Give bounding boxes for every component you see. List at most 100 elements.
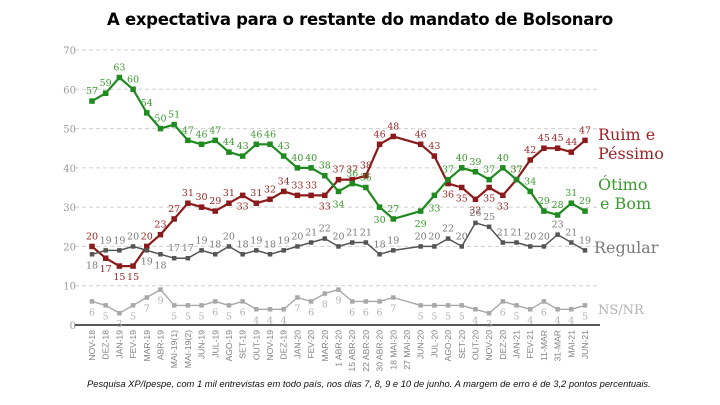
x-tick-label: 15 ABR-20 xyxy=(347,330,357,372)
data-point xyxy=(199,248,204,253)
data-point xyxy=(349,240,355,245)
x-tick-label: MAI-21 xyxy=(566,330,576,358)
data-label: 40 xyxy=(456,153,468,164)
data-label: 32 xyxy=(264,184,276,195)
data-label: 34 xyxy=(332,199,344,210)
data-label: 19 xyxy=(278,235,290,246)
x-tick-label: MAR-19 xyxy=(142,330,152,362)
data-label: 27 xyxy=(387,204,399,215)
data-point xyxy=(555,307,560,312)
data-point xyxy=(253,141,260,148)
y-tick-label: 60 xyxy=(63,85,76,96)
x-tick-label: 27 MAI-20 xyxy=(402,330,412,370)
data-label: 20 xyxy=(127,231,139,242)
x-tick-label: JUN-19 xyxy=(197,330,207,359)
data-point xyxy=(500,299,506,304)
data-label: 51 xyxy=(168,110,180,121)
data-label: 4 xyxy=(472,315,478,326)
data-label: 18 xyxy=(374,239,386,250)
x-tick-label: OUT-20 xyxy=(470,330,480,360)
data-point xyxy=(308,240,314,245)
data-point xyxy=(144,295,150,300)
data-label: 6 xyxy=(308,307,314,318)
data-label: 30 xyxy=(196,192,208,203)
y-tick-label: 10 xyxy=(63,282,76,293)
data-point xyxy=(335,176,342,183)
x-tick-label: MAI-19(1) xyxy=(169,330,179,368)
data-label: 20 xyxy=(524,231,536,242)
data-point xyxy=(308,299,314,304)
x-tick-label: AGO-19 xyxy=(224,330,234,362)
data-point xyxy=(322,291,328,296)
data-point xyxy=(144,243,150,250)
data-point xyxy=(541,299,547,304)
data-point xyxy=(431,153,438,159)
legend-label: NS/NR xyxy=(598,303,645,318)
data-label: 45 xyxy=(538,133,550,144)
data-point xyxy=(198,141,205,148)
legend-label: Péssimo xyxy=(598,144,664,163)
data-label: 33 xyxy=(497,201,509,212)
data-point xyxy=(240,252,245,257)
data-point xyxy=(294,165,301,171)
data-point xyxy=(445,236,451,241)
data-label: 17 xyxy=(182,243,194,254)
data-point xyxy=(294,192,301,199)
data-label: 40 xyxy=(497,153,509,164)
data-label: 6 xyxy=(541,307,547,318)
data-point xyxy=(116,74,123,81)
data-point xyxy=(102,255,109,261)
data-point xyxy=(445,176,451,183)
data-point xyxy=(582,248,588,253)
data-point xyxy=(239,153,246,159)
data-point xyxy=(418,303,423,308)
data-label: 45 xyxy=(552,133,564,144)
data-point xyxy=(500,165,506,171)
x-tick-label: 22 ABR-20 xyxy=(361,330,371,372)
x-tick-label: JAN-20 xyxy=(292,330,302,359)
data-label: 6 xyxy=(349,307,355,318)
data-label: 29 xyxy=(579,196,591,207)
data-label: 7 xyxy=(294,304,300,315)
data-point xyxy=(417,208,424,214)
data-label: 20 xyxy=(141,231,153,242)
data-label: 20 xyxy=(223,231,235,242)
data-label: 38 xyxy=(319,161,331,172)
data-label: 46 xyxy=(250,129,262,140)
data-point xyxy=(376,204,383,210)
data-label: 19 xyxy=(387,235,399,246)
y-tick-label: 70 xyxy=(63,46,76,57)
data-label: 18 xyxy=(86,260,98,271)
data-label: 20 xyxy=(415,231,427,242)
data-point xyxy=(473,307,478,312)
data-label: 8 xyxy=(322,300,328,311)
data-label: 20 xyxy=(332,231,344,242)
x-tick-label: JUL-20 xyxy=(429,330,439,358)
data-label: 5 xyxy=(226,311,232,322)
data-label: 40 xyxy=(305,153,317,164)
data-point xyxy=(130,244,136,249)
x-tick-label: FEV-19 xyxy=(128,330,138,359)
data-label: 5 xyxy=(431,311,437,322)
data-point xyxy=(432,244,437,249)
data-point xyxy=(582,208,588,214)
data-label: 44 xyxy=(565,137,577,148)
data-label: 29 xyxy=(209,196,221,207)
data-label: 5 xyxy=(130,311,136,322)
data-point xyxy=(267,196,273,203)
data-point xyxy=(322,172,328,179)
x-tick-label: NOV-20 xyxy=(484,330,494,361)
data-point xyxy=(514,240,519,245)
data-point xyxy=(363,299,369,304)
data-label: 37 xyxy=(510,165,522,176)
data-label: 6 xyxy=(500,307,506,318)
data-label: 4 xyxy=(253,315,259,326)
data-point xyxy=(144,110,150,116)
data-label: 31 xyxy=(223,188,235,199)
data-label: 4 xyxy=(267,315,273,326)
data-label: 59 xyxy=(100,78,112,89)
